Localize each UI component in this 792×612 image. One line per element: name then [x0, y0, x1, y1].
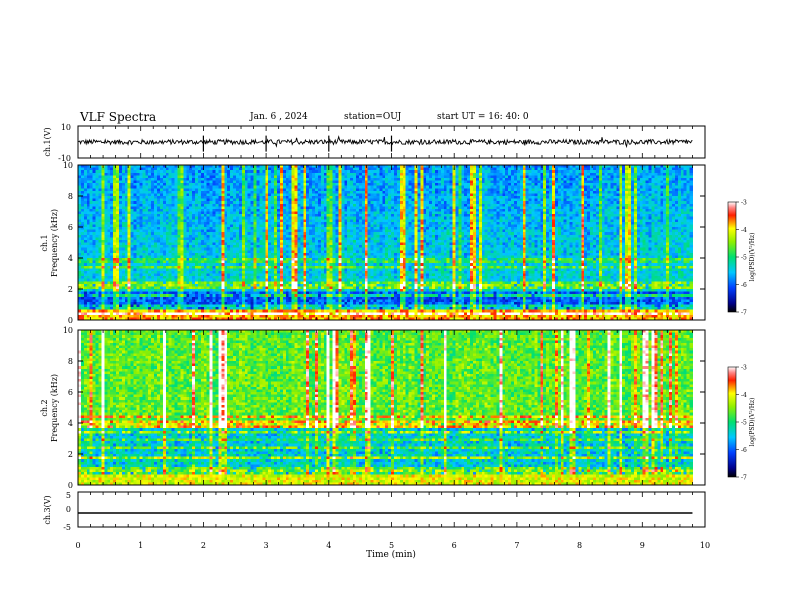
spec-ytick-label: 2 [68, 285, 73, 294]
chart-title: VLF Spectra [80, 110, 156, 124]
colorbar-tick-label: -4 [741, 392, 747, 399]
ch2-spectrogram-image [78, 330, 693, 486]
ch1-waveform-panel: 10 -10 ch.1(V) [43, 123, 706, 163]
spec-ytick-label: 10 [63, 326, 73, 335]
ch3-ytick-top: 5 [66, 491, 71, 500]
colorbar-gradient [727, 201, 737, 313]
ch3-waveform-panel: 5 0 -5 ch.3(V) [43, 491, 706, 532]
colorbar-tick-label: -7 [741, 310, 747, 317]
ch1-ylabel-channel: ch.1 [40, 234, 49, 251]
ch1-ytick-top: 10 [61, 123, 71, 132]
xtick-label: 0 [75, 541, 80, 550]
xtick-label: 8 [577, 541, 582, 550]
colorbar-label: log(PSD)(V²/Hz) [749, 233, 756, 282]
ch2-ylabel-channel: ch.2 [40, 399, 49, 416]
spec-ytick-label: 8 [68, 357, 73, 366]
ch3-ytick-bottom: -5 [63, 523, 71, 532]
colorbar-tick-label: -6 [741, 447, 747, 454]
spec-ytick-label: 6 [68, 223, 73, 232]
ch2-spectrogram-panel: 0 2 4 6 8 10 ch.2 Frequency (kHz) [40, 326, 706, 490]
spec-ytick-label: 6 [68, 388, 73, 397]
spec-ytick-label: 4 [68, 419, 73, 428]
ch1-waveform-line [77, 135, 693, 149]
xaxis-label: Time (min) [366, 549, 416, 560]
spec-ytick-label: 8 [68, 192, 73, 201]
xtick-label: 4 [326, 541, 331, 550]
colorbar-tick-label: -5 [741, 255, 747, 262]
colorbar-tick-label: -6 [741, 282, 747, 289]
colorbar-tick-label: -3 [741, 200, 747, 207]
colorbar-tick-label: -4 [741, 227, 747, 234]
spec-ytick-label: 4 [68, 254, 73, 263]
xtick-label: 1 [138, 541, 143, 550]
ch2-ylabel-frequency: Frequency (kHz) [50, 374, 59, 442]
xtick-label: 10 [700, 541, 710, 550]
ch3-ylabel: ch.3(V) [43, 495, 52, 524]
ch1-ylabel-frequency: Frequency (kHz) [50, 209, 59, 277]
date-label: Jan. 6 , 2024 [250, 112, 308, 122]
spec-ytick-label: 2 [68, 450, 73, 459]
colorbar-tick-label: -7 [741, 475, 747, 482]
colorbar-gradient [727, 366, 737, 478]
spec-ytick-label: 0 [68, 316, 73, 325]
spec-ytick-label: 0 [68, 481, 73, 490]
ch1-ytick-bottom: -10 [58, 154, 71, 163]
colorbar-tick-label: -3 [741, 365, 747, 372]
station-label: station=OUJ [344, 112, 401, 122]
xtick-label: 7 [514, 541, 519, 550]
ch1-spectrogram-image [78, 165, 693, 321]
xtick-label: 2 [201, 541, 206, 550]
xtick-label: 5 [389, 541, 394, 550]
time-axis: 0 1 2 3 4 5 6 7 8 9 10 [75, 126, 710, 550]
colorbar-label: log(PSD)(V²/Hz) [749, 398, 756, 447]
ch1-spectrogram-panel: 0 2 4 6 8 10 ch.1 Frequency (kHz) [40, 161, 706, 325]
start-time-label: start UT = 16: 40: 0 [437, 112, 529, 122]
ch1-ylabel: ch.1(V) [43, 127, 52, 156]
xtick-label: 3 [264, 541, 269, 550]
xtick-label: 6 [452, 541, 457, 550]
ch3-ytick-mid: 0 [66, 505, 71, 514]
colorbar-tick-label: -5 [741, 420, 747, 427]
ch2-colorbar: -3 -4 -5 -6 -7 log(PSD)(V²/Hz) [727, 365, 756, 482]
spec-ytick-label: 10 [63, 161, 73, 170]
ch1-colorbar: -3 -4 -5 -6 -7 log(PSD)(V²/Hz) [727, 200, 756, 317]
xtick-label: 9 [640, 541, 645, 550]
